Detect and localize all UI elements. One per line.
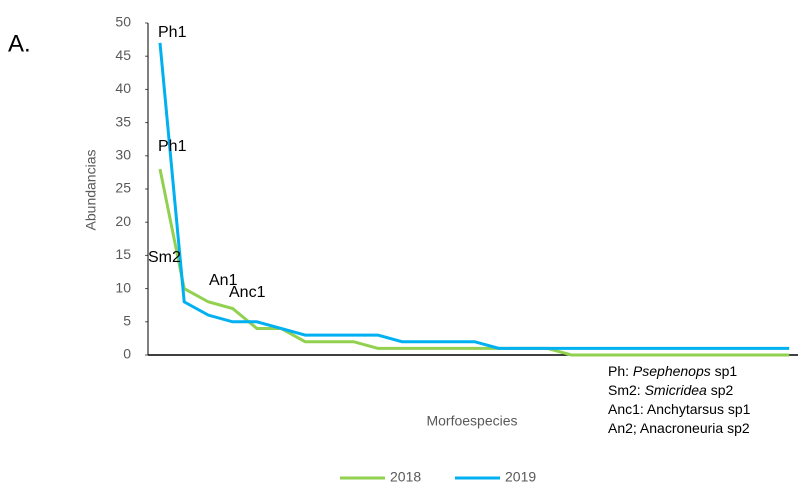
series-line — [158, 42, 790, 350]
annotation: Sm2 — [148, 249, 181, 266]
y-tick-label: 5 — [123, 313, 131, 329]
note-part: sp1 — [711, 363, 738, 379]
y-tick-label: 40 — [115, 80, 131, 96]
y-tick-label: 30 — [115, 147, 131, 163]
y-tick-label: 15 — [115, 246, 131, 262]
note-line: An2; Anacroneuria sp2 — [608, 420, 750, 436]
note-line: Sm2: Smicridea sp2 — [608, 382, 734, 398]
note-line: Anc1: Anchytarsus sp1 — [608, 401, 751, 417]
annotation: Ph1 — [158, 138, 187, 155]
y-tick-label: 35 — [115, 113, 131, 129]
y-tick-label: 20 — [115, 213, 131, 229]
panel-label: A. — [8, 30, 31, 57]
series-line — [158, 168, 790, 357]
note-line: Ph: Psephenops sp1 — [608, 363, 737, 379]
legend-label: 2018 — [390, 469, 421, 485]
y-tick-label: 25 — [115, 180, 131, 196]
note-part: Sm2: — [608, 382, 645, 398]
y-tick-label: 0 — [123, 346, 131, 362]
legend-label: 2019 — [505, 469, 536, 485]
y-tick-label: 45 — [115, 47, 131, 63]
annotation: Anc1 — [229, 284, 266, 301]
annotation: Ph1 — [158, 24, 187, 41]
y-tick-label: 10 — [115, 279, 131, 295]
y-tick-label: 50 — [115, 14, 131, 30]
note-part: Ph: — [608, 363, 633, 379]
note-part: Psephenops — [633, 363, 711, 379]
note-part: Smicridea — [645, 382, 707, 398]
y-axis-title: Abundancias — [83, 150, 99, 231]
annotation: An1 — [209, 272, 238, 289]
note-part: Anc1: Anchytarsus sp1 — [608, 401, 751, 417]
note-part: sp2 — [707, 382, 734, 398]
x-axis-title: Morfoespecies — [426, 413, 517, 429]
note-part: An2; Anacroneuria sp2 — [608, 420, 750, 436]
